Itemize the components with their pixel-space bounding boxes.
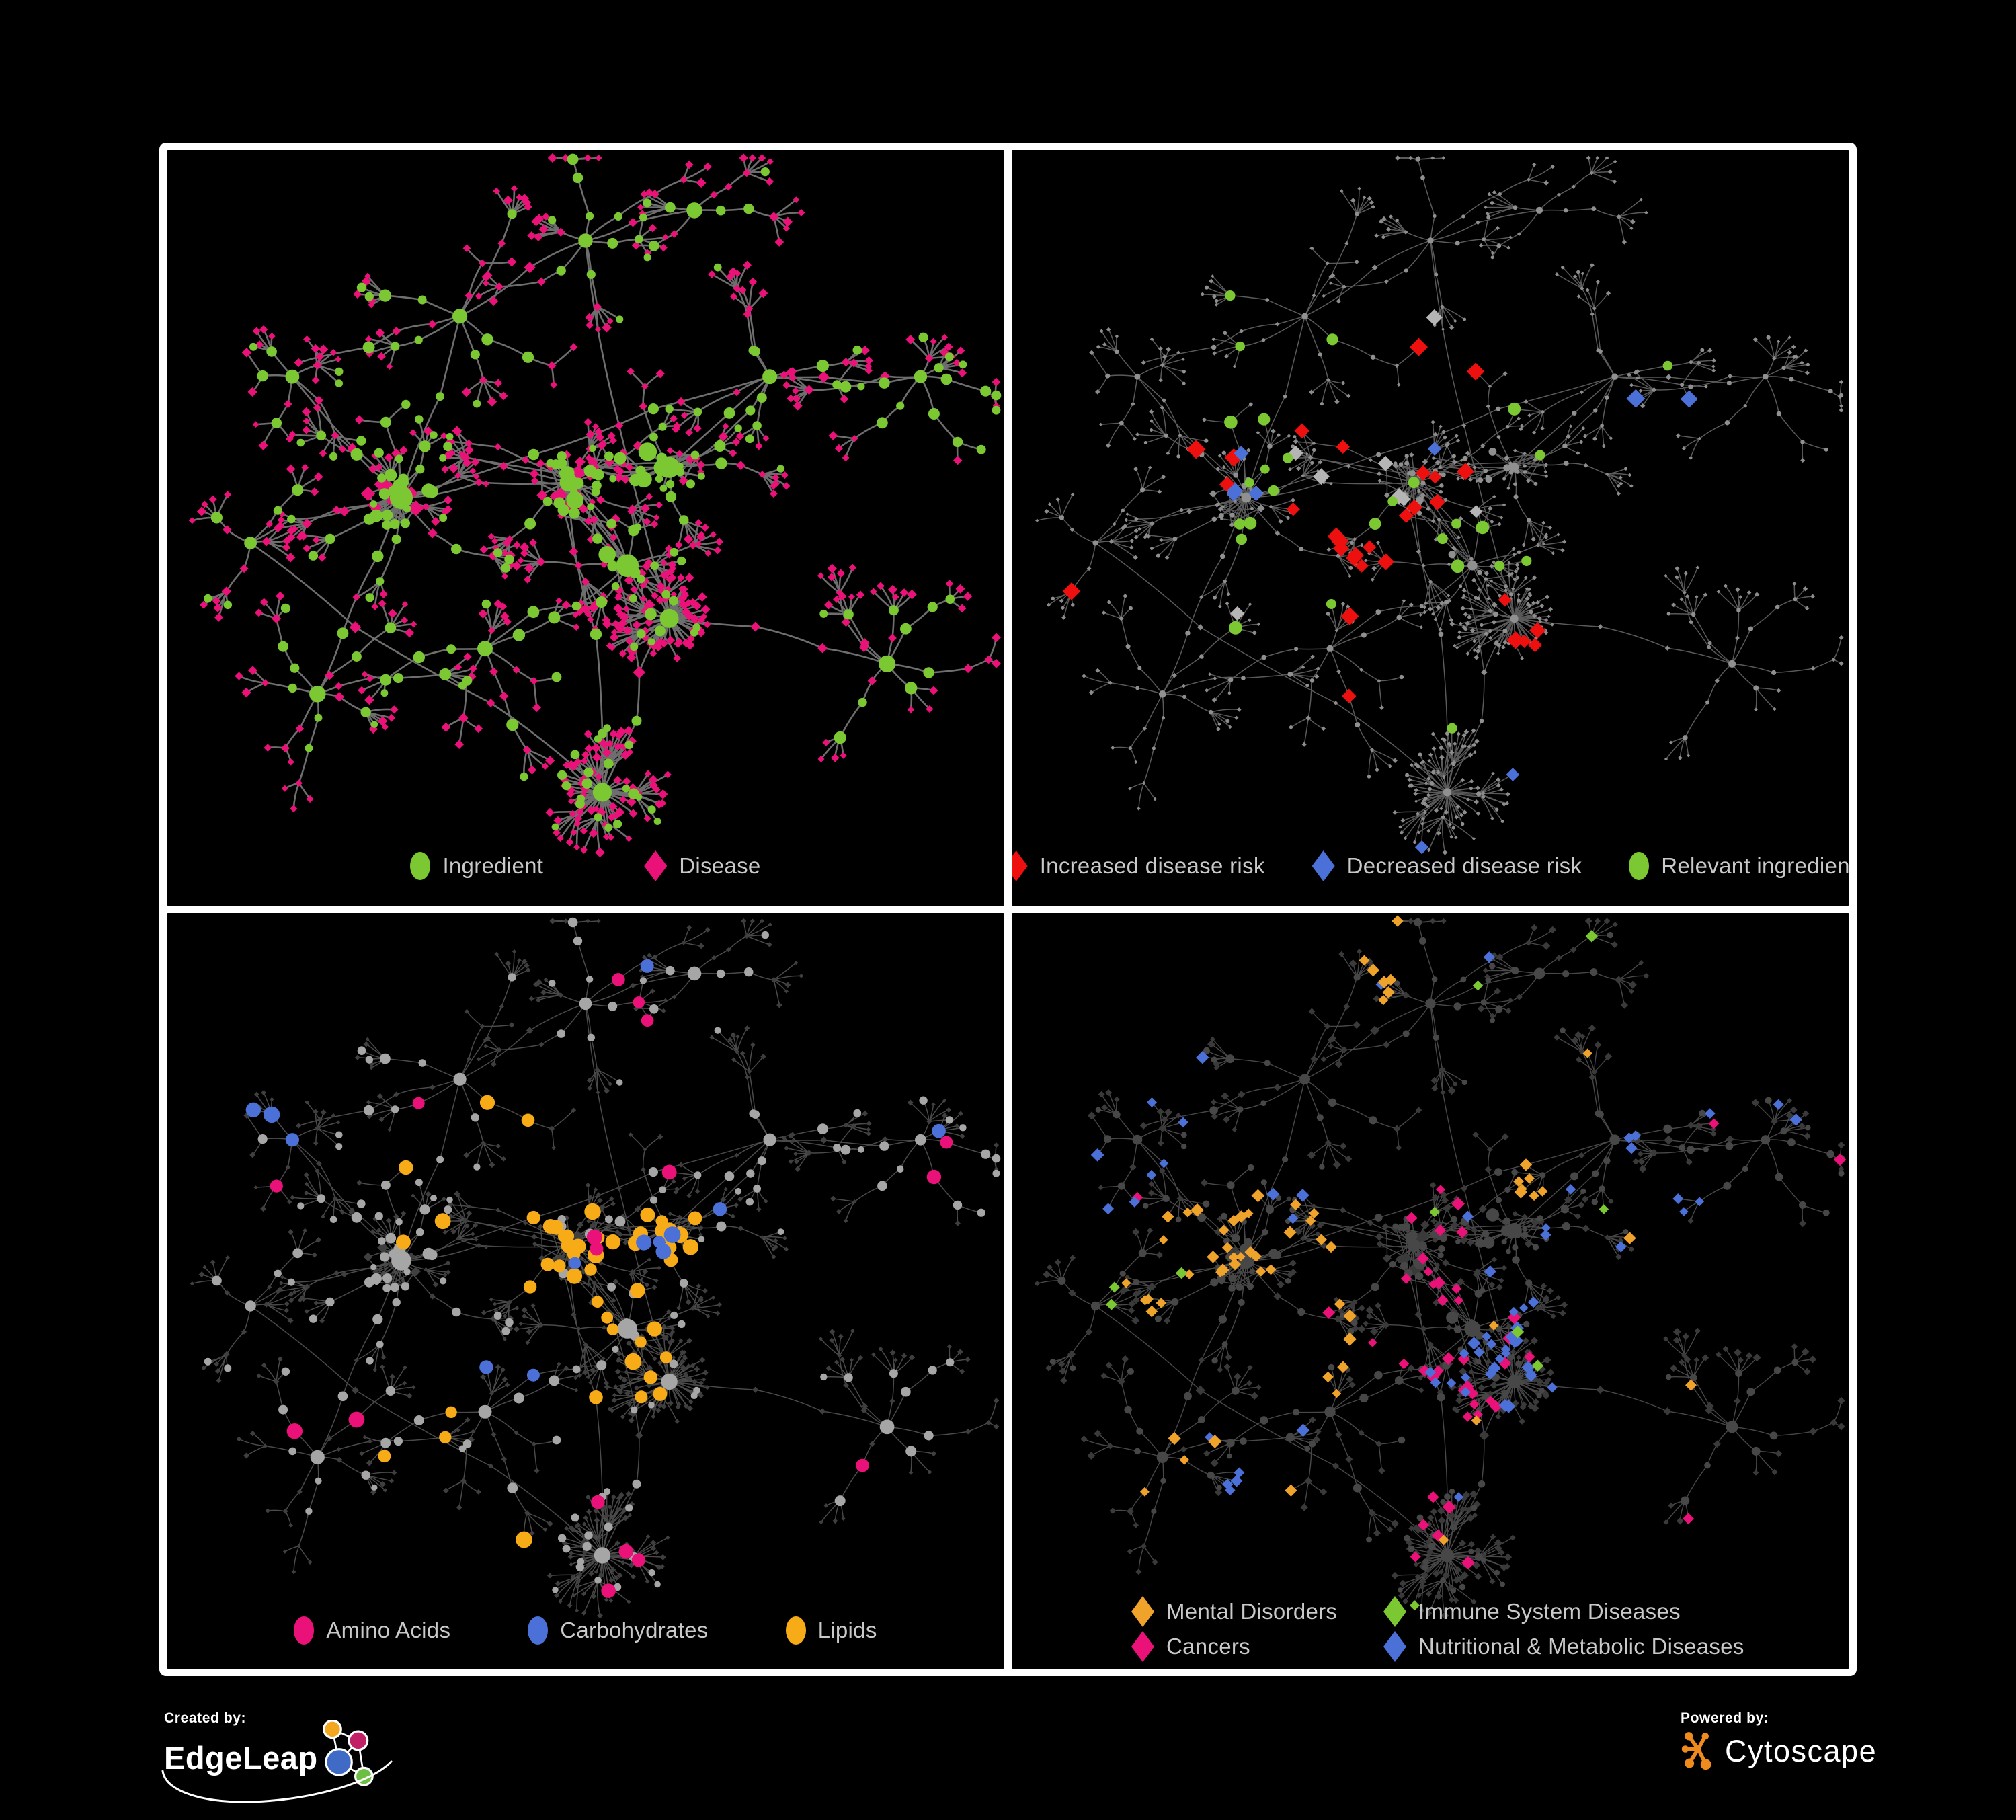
disease-legend-icon bbox=[644, 850, 668, 881]
cancers-legend-icon bbox=[1131, 1631, 1154, 1662]
decreased-disease-risk-legend-icon bbox=[1312, 850, 1335, 881]
legend-label: Carbohydrates bbox=[560, 1618, 709, 1643]
nutrient-classes-network-graph bbox=[190, 917, 1001, 1619]
carbohydrates-legend-icon bbox=[528, 1616, 549, 1645]
legend-label: Ingredient bbox=[442, 853, 544, 878]
ingredient-disease-network-graph bbox=[188, 153, 1002, 858]
legend-item-lipids: Lipids bbox=[785, 1616, 877, 1645]
increased-disease-risk-legend-icon bbox=[1012, 850, 1028, 881]
legend-label: Lipids bbox=[817, 1618, 877, 1643]
legend-item-decreased-disease-risk: Decreased disease risk bbox=[1312, 850, 1582, 881]
legend-label: Increased disease risk bbox=[1039, 853, 1265, 878]
mental-disorders-legend-icon bbox=[1131, 1596, 1154, 1627]
legend-label: Nutritional & Metabolic Diseases bbox=[1418, 1634, 1744, 1659]
panel-disease-categories: Mental Disorders Immune System Diseases … bbox=[1012, 913, 1849, 1669]
panel-grid: Ingredient Disease Increased disease ris… bbox=[159, 143, 1857, 1676]
legend-item-ingredient: Ingredient bbox=[410, 852, 543, 880]
legend-item-nutritional-metabolic-diseases: Nutritional & Metabolic Diseases bbox=[1383, 1631, 1744, 1662]
nutritional-metabolic-diseases-legend-icon bbox=[1383, 1631, 1406, 1662]
legend-item-amino-acids: Amino Acids bbox=[294, 1616, 450, 1645]
nutrient-classes-legend: Amino Acids Carbohydrates Lipids bbox=[167, 1616, 1004, 1645]
legend-item-mental-disorders: Mental Disorders bbox=[1131, 1596, 1383, 1627]
edgeleap-brand-text: EdgeLeap bbox=[164, 1739, 318, 1776]
legend-item-relevant-ingredient: Relevant ingredient bbox=[1629, 852, 1849, 880]
disease-categories-legend: Mental Disorders Immune System Diseases … bbox=[1131, 1596, 1744, 1662]
disease-risk-legend: Increased disease risk Decreased disease… bbox=[1012, 850, 1849, 881]
legend-label: Amino Acids bbox=[326, 1618, 451, 1643]
legend-label: Mental Disorders bbox=[1166, 1599, 1338, 1624]
panel-ingredient-disease: Ingredient Disease bbox=[167, 150, 1004, 906]
legend-label: Relevant ingredient bbox=[1661, 853, 1849, 878]
created-by-label: Created by: bbox=[164, 1710, 247, 1726]
legend-label: Cancers bbox=[1166, 1634, 1250, 1659]
ingredient-legend-icon bbox=[410, 852, 431, 880]
edgeleap-logo: Created by: EdgeLeap bbox=[161, 1710, 446, 1803]
legend-item-cancers: Cancers bbox=[1131, 1631, 1383, 1662]
legend-item-carbohydrates: Carbohydrates bbox=[528, 1616, 708, 1645]
legend-label: Disease bbox=[679, 853, 761, 878]
legend-item-increased-disease-risk: Increased disease risk bbox=[1012, 850, 1265, 881]
cytoscape-logo: Powered by: Cytosc bbox=[1681, 1710, 1882, 1774]
panel-nutrient-classes: Amino Acids Carbohydrates Lipids bbox=[167, 913, 1004, 1669]
lipids-legend-icon bbox=[785, 1616, 806, 1645]
cytoscape-brand-text: Cytoscape bbox=[1725, 1734, 1878, 1768]
disease-risk-network-graph bbox=[1035, 155, 1844, 855]
immune-system-diseases-legend-icon bbox=[1383, 1596, 1406, 1627]
cytoscape-icon bbox=[1681, 1732, 1711, 1770]
relevant-ingredient-legend-icon bbox=[1629, 852, 1650, 880]
powered-by-label: Powered by: bbox=[1681, 1710, 1769, 1726]
legend-item-immune-system-diseases: Immune System Diseases bbox=[1383, 1596, 1744, 1627]
legend-label: Decreased disease risk bbox=[1346, 853, 1582, 878]
panel-disease-risk: Increased disease risk Decreased disease… bbox=[1012, 150, 1849, 906]
edgeleap-network-icon bbox=[322, 1720, 374, 1786]
ingredient-disease-legend: Ingredient Disease bbox=[167, 850, 1004, 881]
disease-categories-network-graph bbox=[1034, 915, 1847, 1620]
legend-label: Immune System Diseases bbox=[1418, 1599, 1681, 1624]
legend-item-disease: Disease bbox=[644, 850, 760, 881]
amino-acids-legend-icon bbox=[294, 1616, 315, 1645]
